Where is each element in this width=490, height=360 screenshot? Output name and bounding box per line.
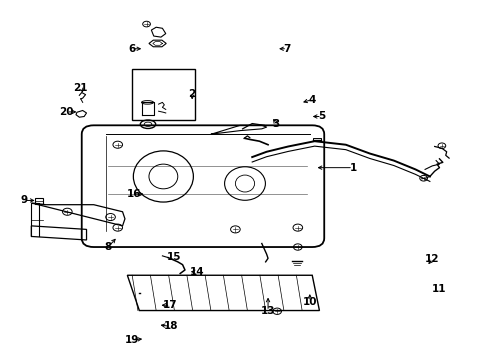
- Text: 3: 3: [272, 118, 280, 129]
- Text: 13: 13: [261, 306, 275, 316]
- Text: 15: 15: [167, 252, 181, 262]
- Text: 2: 2: [189, 89, 196, 99]
- Text: 11: 11: [432, 284, 447, 294]
- Text: 7: 7: [284, 44, 291, 54]
- Text: 1: 1: [349, 163, 357, 173]
- Text: 17: 17: [163, 300, 178, 310]
- Text: 10: 10: [303, 297, 317, 307]
- Text: 18: 18: [163, 321, 178, 332]
- Text: 9: 9: [21, 195, 27, 206]
- Text: 19: 19: [125, 335, 139, 345]
- Bar: [132, 69, 195, 120]
- Text: 14: 14: [190, 267, 204, 277]
- Text: 6: 6: [128, 44, 136, 54]
- Text: 12: 12: [425, 255, 440, 264]
- Text: 16: 16: [126, 189, 141, 199]
- Text: 20: 20: [59, 107, 74, 117]
- Text: 4: 4: [309, 95, 316, 104]
- Text: 5: 5: [318, 112, 325, 121]
- Text: 8: 8: [104, 242, 112, 252]
- Text: 21: 21: [74, 82, 88, 93]
- Bar: [35, 198, 43, 204]
